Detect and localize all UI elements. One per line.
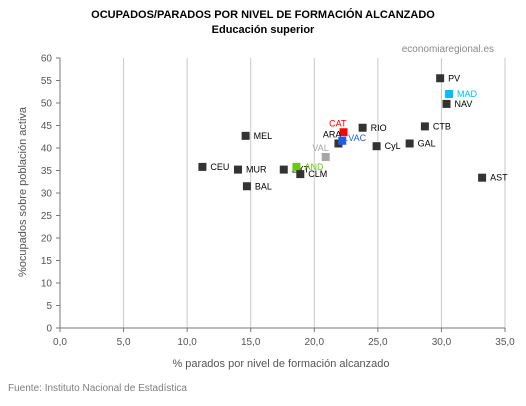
point-label: BAL bbox=[255, 181, 272, 191]
y-tick-label: 15 bbox=[41, 256, 53, 267]
x-tick-label: 30,0 bbox=[432, 337, 452, 348]
y-tick-label: 20 bbox=[41, 234, 53, 245]
x-tick-label: 25,0 bbox=[368, 337, 388, 348]
point-label: AST bbox=[490, 173, 508, 183]
data-point bbox=[339, 128, 348, 137]
data-point bbox=[292, 162, 301, 171]
point-label: PV bbox=[448, 73, 460, 83]
point-label: CLM bbox=[308, 169, 327, 179]
y-axis-label: %ocupados sobre población activa bbox=[17, 106, 29, 277]
x-tick-label: 10,0 bbox=[177, 337, 197, 348]
x-tick-label: 0,0 bbox=[53, 337, 67, 348]
x-tick-labels: 0,0 5,0 10,0 15,0 20,0 25,0 30,0 35,0 bbox=[53, 337, 515, 348]
x-tick-label: 35,0 bbox=[495, 337, 515, 348]
y-tick-label: 40 bbox=[41, 144, 53, 155]
source-note: Fuente: Instituto Nacional de Estadístic… bbox=[8, 383, 187, 394]
x-tick-label: 15,0 bbox=[241, 337, 261, 348]
data-point bbox=[242, 182, 251, 191]
watermark: economiaregional.es bbox=[402, 44, 494, 55]
point-label: MUR bbox=[246, 165, 267, 175]
data-point bbox=[445, 90, 454, 98]
data-point bbox=[420, 122, 429, 131]
data-point bbox=[279, 165, 288, 174]
data-point bbox=[478, 173, 487, 182]
point-label: CyL bbox=[385, 141, 401, 151]
point-label: VAL bbox=[312, 143, 328, 153]
point-label: RIO bbox=[371, 123, 387, 133]
data-point bbox=[296, 170, 305, 179]
y-tick-label: 5 bbox=[46, 301, 52, 312]
y-tick-label: 30 bbox=[41, 189, 53, 200]
data-point bbox=[241, 131, 250, 140]
point-label: MEL bbox=[254, 131, 273, 141]
y-tick-label: 25 bbox=[41, 211, 53, 222]
y-tick-label: 55 bbox=[41, 76, 53, 87]
data-point bbox=[442, 99, 451, 108]
x-tick-label: 20,0 bbox=[305, 337, 325, 348]
data-point bbox=[358, 123, 367, 132]
grid-lines bbox=[123, 58, 506, 328]
y-tick-label: 0 bbox=[46, 324, 52, 335]
x-tick-label: 5,0 bbox=[117, 337, 131, 348]
y-tick-label: 45 bbox=[41, 121, 53, 132]
data-point bbox=[234, 165, 242, 174]
point-label: CTB bbox=[433, 121, 451, 131]
data-point bbox=[321, 153, 330, 161]
axes bbox=[56, 57, 506, 332]
chart-title: OCUPADOS/PARADOS POR NIVEL DE FORMACIÓN … bbox=[91, 9, 435, 21]
y-tick-labels: 0 5 10 15 20 25 30 35 40 45 50 55 60 bbox=[41, 54, 53, 335]
point-label: CAT bbox=[329, 118, 347, 128]
x-axis-label: % parados por nivel de formación alcanza… bbox=[172, 358, 389, 370]
point-label: CEU bbox=[210, 162, 229, 172]
data-point bbox=[198, 162, 207, 171]
chart-subtitle: Educación superior bbox=[211, 24, 315, 36]
y-tick-label: 60 bbox=[41, 54, 53, 65]
point-label: C.VAC bbox=[339, 133, 366, 143]
point-label: ARA bbox=[323, 130, 342, 140]
data-point bbox=[436, 74, 445, 83]
y-tick-label: 10 bbox=[41, 279, 53, 290]
y-tick-label: 35 bbox=[41, 166, 53, 177]
y-tick-label: 50 bbox=[41, 99, 53, 110]
point-label: MAD bbox=[457, 89, 478, 99]
point-label: GAL bbox=[418, 139, 436, 149]
data-point bbox=[338, 136, 347, 145]
data-point bbox=[372, 142, 381, 151]
point-label: NAV bbox=[455, 99, 473, 109]
data-point bbox=[405, 139, 414, 148]
point-label: AND bbox=[304, 162, 324, 172]
point-label: EXT bbox=[292, 165, 310, 175]
